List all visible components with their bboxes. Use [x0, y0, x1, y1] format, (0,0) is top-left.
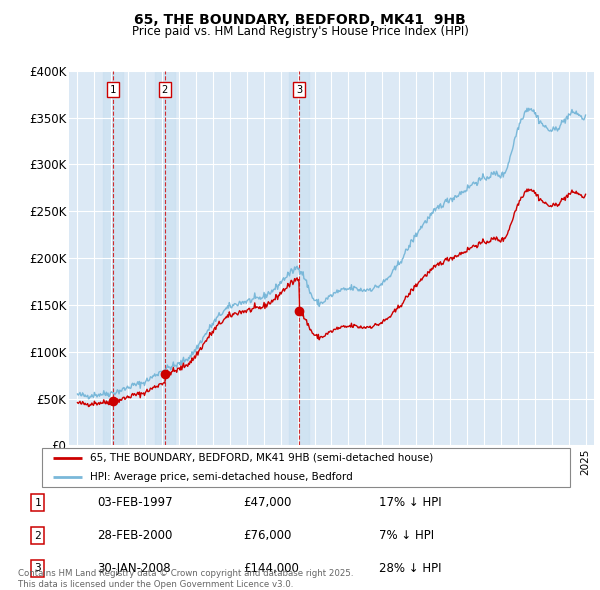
Text: £76,000: £76,000 [244, 529, 292, 542]
Text: 65, THE BOUNDARY, BEDFORD, MK41 9HB (semi-detached house): 65, THE BOUNDARY, BEDFORD, MK41 9HB (sem… [89, 453, 433, 463]
Text: Price paid vs. HM Land Registry's House Price Index (HPI): Price paid vs. HM Land Registry's House … [131, 25, 469, 38]
Text: £144,000: £144,000 [244, 562, 299, 575]
Text: 03-FEB-1997: 03-FEB-1997 [97, 496, 173, 509]
Text: £47,000: £47,000 [244, 496, 292, 509]
Text: 1: 1 [34, 498, 41, 508]
Text: Contains HM Land Registry data © Crown copyright and database right 2025.
This d: Contains HM Land Registry data © Crown c… [18, 569, 353, 589]
Bar [289, 71, 309, 445]
FancyBboxPatch shape [42, 448, 570, 487]
Bar [155, 71, 175, 445]
Text: 1: 1 [110, 84, 116, 94]
Text: 30-JAN-2008: 30-JAN-2008 [97, 562, 170, 575]
Bar [103, 71, 123, 445]
Text: 17% ↓ HPI: 17% ↓ HPI [379, 496, 442, 509]
Text: 3: 3 [34, 563, 41, 573]
Text: 28% ↓ HPI: 28% ↓ HPI [379, 562, 442, 575]
Text: 28-FEB-2000: 28-FEB-2000 [97, 529, 172, 542]
Text: HPI: Average price, semi-detached house, Bedford: HPI: Average price, semi-detached house,… [89, 472, 352, 482]
Text: 2: 2 [162, 84, 168, 94]
Text: 7% ↓ HPI: 7% ↓ HPI [379, 529, 434, 542]
Text: 3: 3 [296, 84, 302, 94]
Text: 65, THE BOUNDARY, BEDFORD, MK41  9HB: 65, THE BOUNDARY, BEDFORD, MK41 9HB [134, 13, 466, 27]
Text: 2: 2 [34, 530, 41, 540]
